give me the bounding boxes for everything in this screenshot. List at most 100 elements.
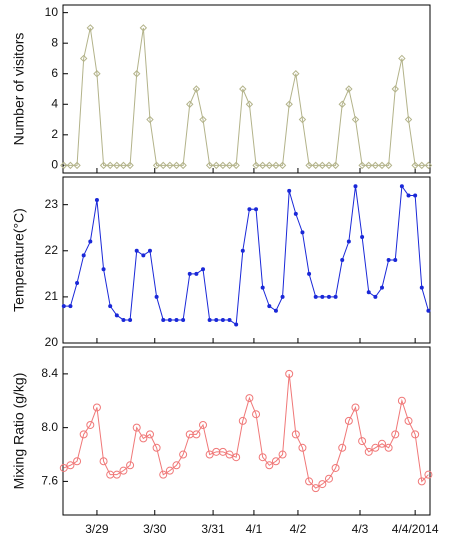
marker xyxy=(201,267,206,272)
marker xyxy=(207,317,212,322)
marker xyxy=(108,304,113,309)
y-axis-label: Number of visitors xyxy=(11,33,27,146)
marker xyxy=(227,317,232,322)
marker xyxy=(187,271,192,276)
y-tick-label: 10 xyxy=(45,5,59,19)
marker xyxy=(154,294,159,299)
marker xyxy=(205,450,214,459)
marker xyxy=(311,484,320,493)
marker xyxy=(351,403,360,412)
marker xyxy=(285,100,293,108)
marker xyxy=(258,453,267,462)
marker xyxy=(240,248,245,253)
marker xyxy=(214,317,219,322)
marker xyxy=(212,161,220,170)
y-tick-label: 22 xyxy=(45,243,59,257)
marker xyxy=(234,322,239,327)
marker xyxy=(245,394,254,403)
marker xyxy=(351,115,360,124)
marker xyxy=(305,477,314,486)
marker xyxy=(391,430,400,439)
marker xyxy=(61,304,66,309)
marker xyxy=(238,416,247,425)
marker xyxy=(199,115,207,124)
marker xyxy=(267,304,272,309)
marker xyxy=(239,85,247,93)
marker xyxy=(404,115,413,124)
marker xyxy=(371,443,380,452)
marker xyxy=(260,285,265,290)
y-axis-label: Temperature(°C) xyxy=(11,208,27,312)
marker xyxy=(121,317,126,322)
marker xyxy=(378,439,387,448)
marker xyxy=(358,437,367,446)
marker xyxy=(73,161,81,170)
marker xyxy=(99,161,108,170)
marker xyxy=(411,161,419,170)
x-tick-label: 4/4/2014 xyxy=(392,522,439,536)
line xyxy=(63,27,429,166)
marker xyxy=(312,161,320,170)
marker xyxy=(365,161,373,170)
marker xyxy=(68,304,73,309)
marker xyxy=(307,271,312,276)
marker xyxy=(86,420,95,429)
marker xyxy=(192,430,201,439)
marker xyxy=(326,294,331,299)
marker xyxy=(147,248,152,253)
marker xyxy=(378,161,386,170)
marker xyxy=(205,161,214,170)
marker xyxy=(397,396,406,405)
marker xyxy=(344,416,353,425)
marker xyxy=(285,369,294,378)
marker xyxy=(114,313,119,318)
marker xyxy=(331,463,340,472)
marker xyxy=(81,253,86,258)
marker xyxy=(139,434,148,443)
marker xyxy=(79,430,88,439)
y-tick-label: 21 xyxy=(45,289,59,303)
marker xyxy=(225,450,234,459)
plot-frame xyxy=(62,4,431,174)
y-tick-label: 8.0 xyxy=(41,420,58,434)
marker xyxy=(265,161,274,170)
marker xyxy=(220,317,225,322)
y-tick-label: 4 xyxy=(51,96,58,110)
marker xyxy=(88,239,93,244)
marker xyxy=(338,443,347,452)
marker xyxy=(318,480,327,489)
marker xyxy=(419,285,424,290)
line xyxy=(63,184,429,326)
marker xyxy=(126,161,134,170)
marker xyxy=(192,85,201,93)
marker xyxy=(60,161,68,170)
marker xyxy=(300,230,305,235)
marker xyxy=(101,267,106,272)
marker xyxy=(66,161,75,170)
marker xyxy=(384,443,393,452)
marker xyxy=(161,317,166,322)
x-tick-label: 4/3 xyxy=(352,522,369,536)
line xyxy=(63,373,429,489)
y-tick-label: 7.6 xyxy=(41,474,58,488)
marker xyxy=(128,317,133,322)
marker xyxy=(165,466,174,475)
marker xyxy=(247,207,252,212)
marker xyxy=(245,100,254,108)
marker xyxy=(278,450,287,459)
marker xyxy=(258,161,267,170)
marker xyxy=(232,161,240,170)
marker xyxy=(141,253,146,258)
marker xyxy=(399,184,404,189)
y-tick-label: 8 xyxy=(51,35,58,49)
marker xyxy=(174,317,179,322)
marker xyxy=(225,161,234,170)
marker xyxy=(152,161,161,170)
marker xyxy=(99,457,108,466)
marker xyxy=(287,188,292,193)
marker xyxy=(293,211,298,216)
marker xyxy=(273,308,278,313)
marker xyxy=(272,161,280,170)
marker xyxy=(331,161,340,170)
